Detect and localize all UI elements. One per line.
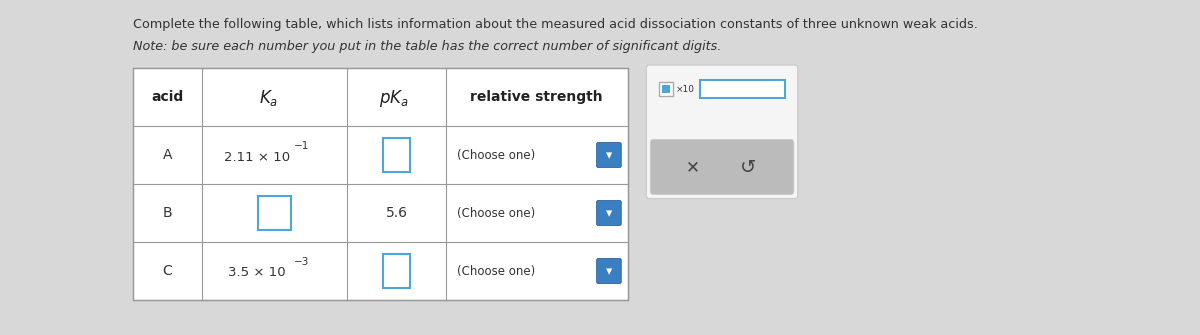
Text: Complete the following table, which lists information about the measured acid di: Complete the following table, which list… bbox=[133, 18, 978, 31]
Text: C: C bbox=[162, 264, 172, 278]
Text: ✕: ✕ bbox=[686, 158, 700, 176]
Text: (Choose one): (Choose one) bbox=[457, 265, 535, 277]
Bar bbox=[659, 82, 673, 96]
FancyBboxPatch shape bbox=[650, 139, 794, 195]
Text: B: B bbox=[162, 206, 172, 220]
Text: −1: −1 bbox=[294, 141, 310, 151]
Text: relative strength: relative strength bbox=[470, 90, 602, 104]
FancyBboxPatch shape bbox=[596, 201, 622, 225]
Text: acid: acid bbox=[151, 90, 184, 104]
Text: $p\mathit{K}_a$: $p\mathit{K}_a$ bbox=[378, 87, 408, 109]
FancyBboxPatch shape bbox=[596, 142, 622, 168]
Bar bbox=[383, 254, 410, 288]
Text: (Choose one): (Choose one) bbox=[457, 148, 535, 161]
Bar bbox=[701, 80, 785, 98]
Text: ▾: ▾ bbox=[606, 266, 612, 278]
Text: ▾: ▾ bbox=[606, 149, 612, 162]
Text: A: A bbox=[162, 148, 172, 162]
Text: (Choose one): (Choose one) bbox=[457, 206, 535, 219]
Bar bbox=[258, 196, 292, 230]
Text: ▾: ▾ bbox=[606, 207, 612, 220]
FancyBboxPatch shape bbox=[596, 259, 622, 283]
Text: $\mathit{K}_a$: $\mathit{K}_a$ bbox=[259, 88, 278, 108]
Text: ↺: ↺ bbox=[740, 158, 756, 178]
Bar bbox=[662, 85, 670, 93]
Bar bbox=[133, 68, 628, 300]
FancyBboxPatch shape bbox=[647, 65, 798, 199]
Bar bbox=[383, 138, 410, 172]
Text: 5.6: 5.6 bbox=[385, 206, 408, 220]
Text: 2.11 × 10: 2.11 × 10 bbox=[223, 150, 290, 163]
Text: ×10: ×10 bbox=[676, 84, 695, 93]
Text: 3.5 × 10: 3.5 × 10 bbox=[228, 267, 286, 279]
Text: −3: −3 bbox=[294, 257, 310, 267]
Text: Note: be sure each number you put in the table has the correct number of signifi: Note: be sure each number you put in the… bbox=[133, 40, 721, 53]
